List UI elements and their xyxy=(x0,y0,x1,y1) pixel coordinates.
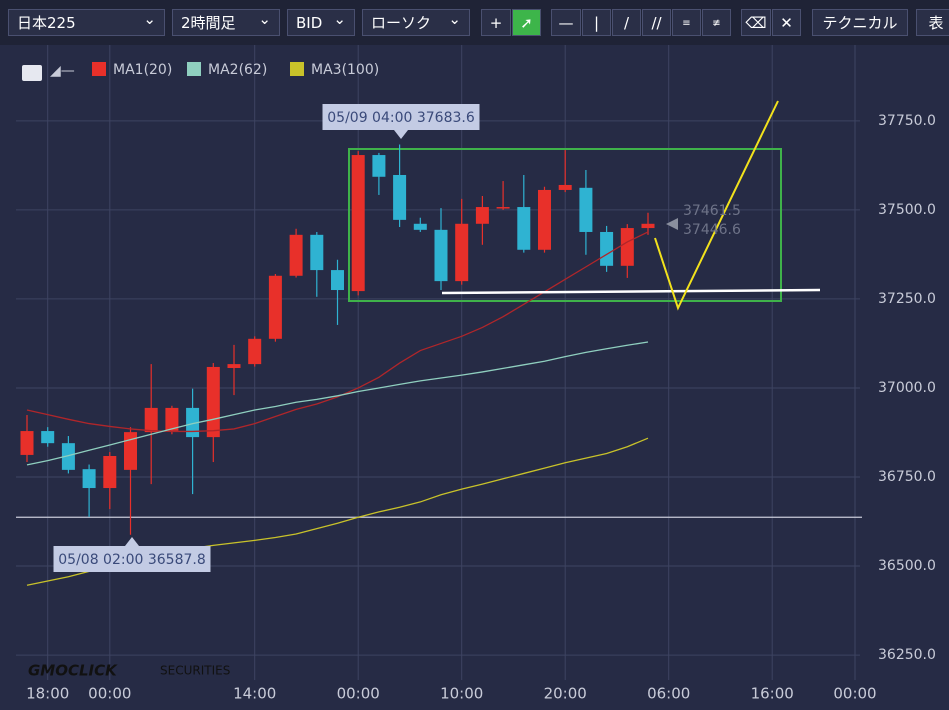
legend-label: MA3(100) xyxy=(311,62,379,78)
y-tick-label: 36500.0 xyxy=(878,558,936,574)
candle-body xyxy=(496,207,510,209)
candle-body xyxy=(434,229,448,282)
annotation-text: 05/08 02:00 36587.8 xyxy=(58,552,206,568)
vline-button[interactable]: | xyxy=(582,9,611,36)
candle-body xyxy=(82,469,96,489)
legend-swatch xyxy=(290,62,304,76)
candle-body xyxy=(310,234,324,271)
candle-body xyxy=(331,270,344,291)
candle-body xyxy=(579,187,593,232)
channel-button[interactable]: // xyxy=(642,9,671,36)
side-select[interactable]: BID xyxy=(287,6,355,36)
toolbar: 日本225 2時間足 BID ローソク + ➚ — | / // ≡ ≢ ⌫ ✕… xyxy=(0,0,949,45)
y-tick-label: 37000.0 xyxy=(878,380,936,396)
candle-body xyxy=(641,223,655,229)
drawn-arrow xyxy=(654,100,779,311)
candle-body xyxy=(517,207,531,250)
legend-swatch xyxy=(187,62,201,76)
candle-body xyxy=(20,431,34,455)
candle-body xyxy=(268,275,282,339)
y-tick-label: 36750.0 xyxy=(878,469,936,485)
collapse-icon[interactable]: ◢— xyxy=(50,63,75,79)
annotation-pointer xyxy=(125,537,139,546)
candle-body xyxy=(413,223,427,230)
candle-body xyxy=(124,432,137,470)
annotation-text: 05/09 04:00 37683.6 xyxy=(327,110,475,126)
candle-body xyxy=(61,443,75,470)
display-button[interactable]: 表 xyxy=(916,9,949,36)
candle-body xyxy=(103,455,117,489)
comment-icon[interactable] xyxy=(22,65,42,81)
x-tick-label: 20:00 xyxy=(544,685,587,703)
technical-button[interactable]: テクニカル xyxy=(812,9,908,36)
candle-body xyxy=(248,338,262,365)
annotation-box xyxy=(322,104,480,130)
x-tick-label: 00:00 xyxy=(833,685,876,703)
x-tick-label: 00:00 xyxy=(337,685,380,703)
erase-all-button[interactable]: ✕ xyxy=(772,9,801,36)
logo-sub: SECURITIES xyxy=(160,664,230,678)
price-label: 37461.5 xyxy=(683,203,741,219)
legend-swatch xyxy=(92,62,106,76)
last-price-pointer xyxy=(666,218,678,230)
candle-body xyxy=(372,155,386,177)
candle-body xyxy=(558,184,572,190)
drawn-line xyxy=(441,288,821,295)
cursor-button[interactable]: ➚ xyxy=(512,9,541,36)
hline-button[interactable]: — xyxy=(551,9,581,36)
x-tick-label: 00:00 xyxy=(88,685,131,703)
y-tick-label: 37250.0 xyxy=(878,291,936,307)
x-tick-label: 14:00 xyxy=(233,685,276,703)
candle-body xyxy=(351,155,365,292)
candle-body xyxy=(227,364,241,369)
candle-body xyxy=(600,231,614,266)
fib-r-button[interactable]: ≡ xyxy=(672,9,701,36)
candle-body xyxy=(144,407,158,433)
candle-body xyxy=(393,174,407,220)
annotation-box xyxy=(53,546,211,572)
x-tick-label: 06:00 xyxy=(647,685,690,703)
drawn-box xyxy=(348,148,782,302)
candle-body xyxy=(206,366,220,438)
candle-body xyxy=(538,189,551,250)
eraser-button[interactable]: ⌫ xyxy=(741,9,771,36)
candle-body xyxy=(41,431,55,444)
legend-label: MA1(20) xyxy=(113,62,172,78)
candle-body xyxy=(455,223,469,282)
candle-body xyxy=(186,407,200,438)
candle-body xyxy=(475,207,489,224)
crosshair-button[interactable]: + xyxy=(481,9,511,36)
x-tick-label: 16:00 xyxy=(751,685,794,703)
candle-body xyxy=(620,228,634,266)
plot-bg xyxy=(0,45,949,710)
annotation-pointer xyxy=(394,130,408,139)
trendline-button[interactable]: / xyxy=(612,9,641,36)
interval-select[interactable]: 2時間足 xyxy=(172,6,280,36)
style-select[interactable]: ローソク xyxy=(362,6,470,36)
price-label: 37446.6 xyxy=(683,222,741,238)
candle-body xyxy=(165,407,179,431)
symbol-select[interactable]: 日本225 xyxy=(8,6,165,36)
x-tick-label: 10:00 xyxy=(440,685,483,703)
fib-f-button[interactable]: ≢ xyxy=(702,9,731,36)
logo: GMOCLICK xyxy=(28,662,118,680)
y-tick-label: 37500.0 xyxy=(878,202,936,218)
y-tick-label: 36250.0 xyxy=(878,647,936,663)
x-tick-label: 18:00 xyxy=(26,685,69,703)
y-tick-label: 37750.0 xyxy=(878,113,936,129)
candle-body xyxy=(289,234,303,276)
ma-line xyxy=(26,341,649,466)
legend-label: MA2(62) xyxy=(208,62,267,78)
